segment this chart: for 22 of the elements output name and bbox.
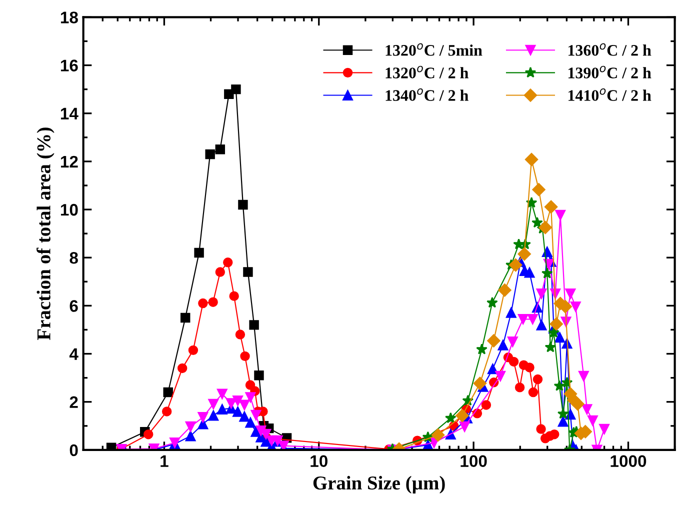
y-tick-label: 12: [60, 156, 78, 168]
y-axis-title: Fraction of total area (%): [36, 128, 54, 340]
y-tick-label: 16: [60, 60, 78, 72]
y-tick-label: 14: [60, 108, 78, 120]
x-axis-title: Grain Size (µm): [313, 476, 445, 494]
legend-label: 1360$^{o}$C / 2 h: [568, 43, 652, 56]
y-tick-label: 10: [60, 204, 78, 216]
y-tick-label: 2: [70, 396, 78, 408]
y-tick-label: 18: [60, 12, 78, 24]
legend-label: 1390$^{o}$C / 2 h: [568, 66, 652, 78]
y-tick-label: 6: [70, 300, 78, 312]
x-tick-label: 1000: [610, 455, 646, 468]
legend-label: 1320$^{o}$C / 2 h: [386, 66, 468, 78]
legend-label: 1410$^{o}$C / 2 h: [568, 88, 652, 101]
x-tick-label: 10: [310, 455, 328, 468]
x-tick-label: 100: [460, 455, 487, 468]
y-tick-label: 8: [70, 252, 78, 264]
y-tick-label: 4: [69, 348, 78, 360]
legend-label: 1320$^{o}$C / 5min: [386, 43, 482, 56]
y-tick-label: 0: [70, 444, 78, 456]
x-tick-label: 1: [160, 455, 168, 467]
legend-label: 1340$^{o}$C / 2 h: [386, 88, 468, 101]
